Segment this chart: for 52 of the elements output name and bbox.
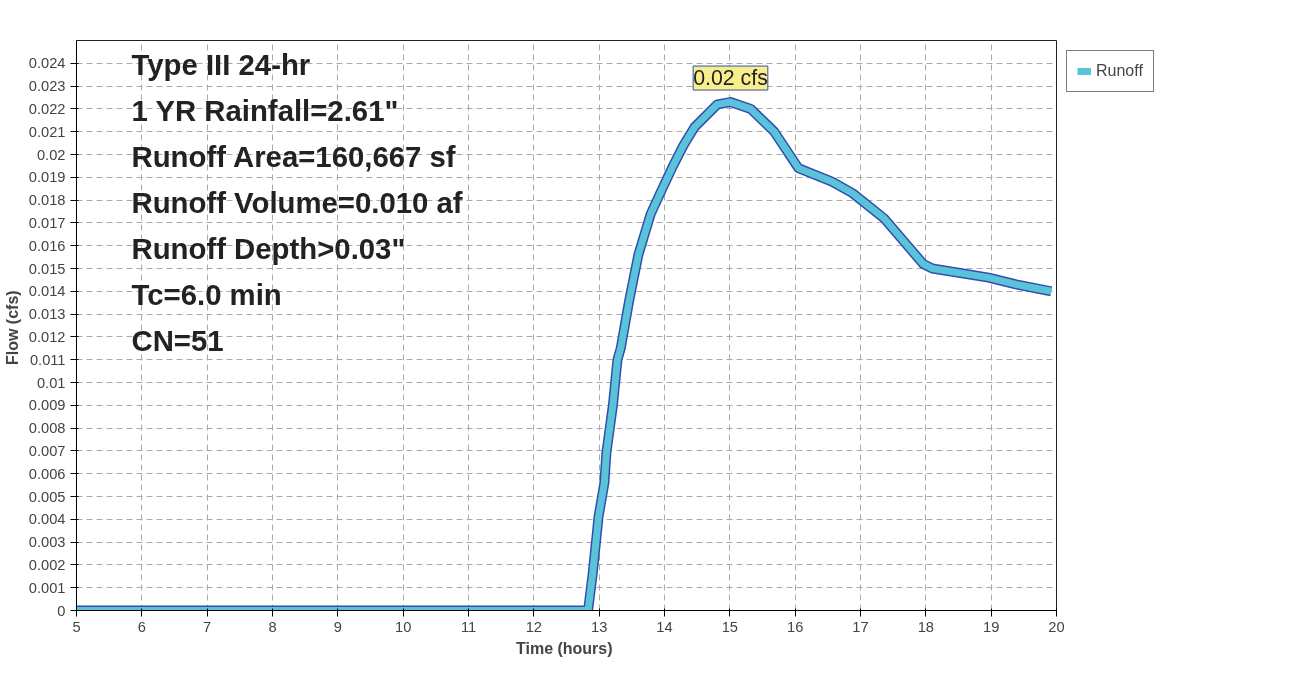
x-tick-label: 20 (1048, 618, 1065, 635)
annotation: CN=51 (131, 323, 224, 357)
y-tick-label: 0.016 (28, 237, 66, 254)
x-tick-label: 15 (721, 618, 738, 635)
y-tick-label: 0.007 (28, 442, 66, 459)
x-tick-label: 9 (333, 618, 342, 635)
x-tick-label: 19 (983, 618, 1000, 635)
y-tick-label: 0.023 (28, 78, 66, 95)
y-tick-label: 0.013 (28, 306, 66, 323)
y-tick-label: 0.011 (29, 351, 66, 368)
legend-label: Runoff (1096, 62, 1143, 80)
y-tick-label: 0.012 (28, 328, 66, 345)
y-tick-label: 0.014 (28, 283, 66, 300)
y-tick-label: 0.019 (28, 169, 66, 186)
x-tick-label: 6 (137, 618, 146, 635)
y-axis-title: Flow (cfs) (3, 290, 21, 366)
annotation: Runoff Area=160,667 sf (131, 139, 456, 173)
x-tick-label: 13 (591, 618, 608, 635)
x-tick-label: 14 (656, 618, 673, 635)
x-tick-label: 18 (917, 618, 934, 635)
x-tick-label: 8 (268, 618, 277, 635)
x-tick-label: 10 (395, 618, 412, 635)
x-tick-label: 7 (203, 618, 212, 635)
x-tick-label: 16 (787, 618, 804, 635)
annotation: 1 YR Rainfall=2.61" (131, 93, 399, 127)
y-tick-label: 0.017 (28, 214, 66, 231)
y-tick-label: 0.004 (28, 511, 66, 528)
y-tick-label: 0.008 (28, 420, 66, 437)
x-tick-label: 12 (525, 618, 542, 635)
y-tick-label: 0 (57, 602, 66, 619)
y-tick-label: 0.018 (28, 192, 66, 209)
y-tick-label: 0.02 (36, 146, 66, 163)
y-tick-label: 0.009 (28, 397, 66, 414)
y-tick-label: 0.006 (28, 465, 66, 482)
annotation: Type III 24-hr (131, 47, 311, 81)
x-tick-label: 17 (852, 618, 869, 635)
annotation: 0.02 cfs (693, 66, 768, 91)
y-tick-label: 0.021 (28, 123, 66, 140)
annotation: Runoff Volume=0.010 af (131, 185, 463, 219)
y-tick-label: 0.01 (36, 374, 66, 391)
annotation: Runoff Depth>0.03" (131, 231, 406, 265)
x-axis-title: Time (hours) (515, 639, 613, 657)
y-tick-label: 0.003 (28, 534, 66, 551)
x-tick-label: 5 (72, 618, 81, 635)
y-tick-label: 0.022 (28, 100, 66, 117)
y-tick-label: 0.015 (28, 260, 66, 277)
y-tick-label: 0.002 (28, 556, 66, 573)
annotation: Tc=6.0 min (131, 277, 282, 311)
y-tick-label: 0.005 (28, 488, 66, 505)
y-tick-label: 0.001 (28, 579, 66, 596)
y-tick-label: 0.024 (28, 55, 66, 72)
x-tick-label: 11 (460, 618, 477, 635)
